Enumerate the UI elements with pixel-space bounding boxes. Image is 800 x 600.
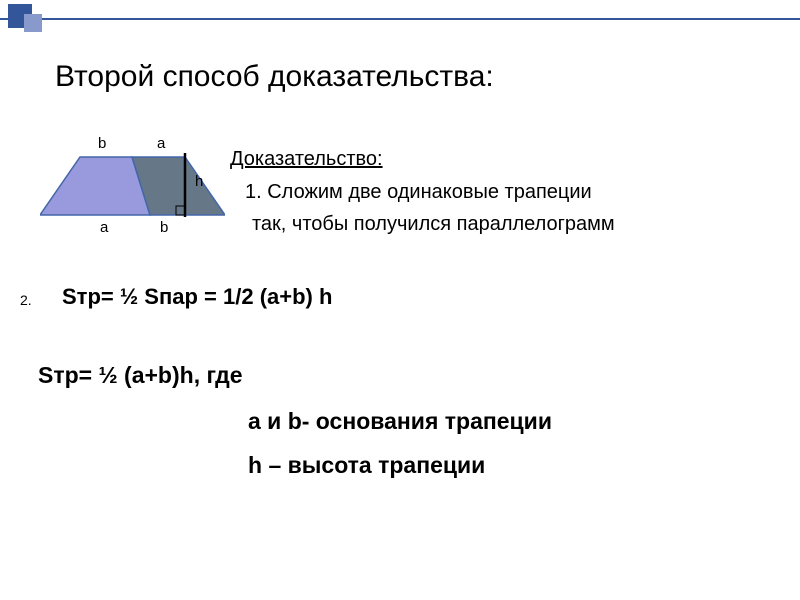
list-number-2: 2. <box>20 292 32 308</box>
trapezoid-left <box>40 157 150 215</box>
label-a-top: a <box>157 135 165 152</box>
label-b-top: b <box>98 135 106 152</box>
definition-line-2: h – высота трапеции <box>248 452 485 479</box>
header-bar <box>0 0 800 30</box>
proof-line-2: так, чтобы получился параллелограмм <box>252 213 615 236</box>
trapezoid-diagram: b a h a b <box>40 135 225 245</box>
proof-heading: Доказательство: <box>230 148 383 171</box>
diagram-svg <box>40 135 225 245</box>
formula-final: Sтр= ½ (a+b)h, где <box>38 362 243 389</box>
label-a-bottom: a <box>100 219 108 236</box>
decor-square-light <box>24 14 42 32</box>
header-line <box>0 18 800 20</box>
label-h: h <box>195 173 203 190</box>
label-b-bottom: b <box>160 219 168 236</box>
proof-line-1: 1. Сложим две одинаковые трапеции <box>245 181 592 204</box>
formula-step-2: Sтр= ½ Sпар = 1/2 (a+b) h <box>62 284 332 310</box>
slide-title: Второй способ доказательства: <box>55 60 494 94</box>
definition-line-1: a и b- основания трапеции <box>248 408 552 435</box>
